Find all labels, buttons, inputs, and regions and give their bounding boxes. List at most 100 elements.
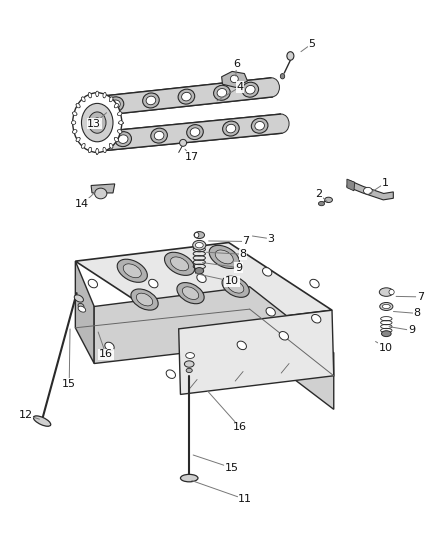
Text: 7: 7	[396, 292, 424, 302]
Ellipse shape	[194, 231, 205, 239]
Ellipse shape	[209, 245, 239, 269]
Ellipse shape	[151, 128, 167, 143]
Text: 12: 12	[18, 410, 39, 419]
Ellipse shape	[280, 74, 285, 79]
Polygon shape	[347, 179, 355, 191]
Ellipse shape	[364, 187, 372, 194]
Polygon shape	[222, 71, 247, 87]
Ellipse shape	[182, 287, 199, 300]
Ellipse shape	[242, 82, 258, 97]
Ellipse shape	[105, 342, 114, 351]
Text: 16: 16	[208, 391, 247, 432]
Ellipse shape	[380, 302, 393, 310]
Ellipse shape	[187, 125, 203, 140]
Ellipse shape	[114, 103, 118, 108]
Ellipse shape	[217, 88, 227, 97]
Ellipse shape	[287, 52, 294, 60]
Ellipse shape	[74, 295, 84, 302]
Ellipse shape	[193, 240, 206, 250]
Polygon shape	[75, 243, 332, 329]
Ellipse shape	[76, 138, 80, 142]
Ellipse shape	[184, 361, 194, 367]
Ellipse shape	[311, 314, 321, 323]
Ellipse shape	[215, 250, 233, 264]
Ellipse shape	[88, 93, 92, 98]
Ellipse shape	[382, 304, 390, 309]
Ellipse shape	[180, 140, 187, 147]
Ellipse shape	[103, 147, 106, 152]
Text: 10: 10	[375, 342, 392, 352]
Ellipse shape	[111, 100, 120, 109]
Text: 15: 15	[193, 455, 239, 473]
Ellipse shape	[136, 293, 153, 306]
Ellipse shape	[194, 232, 199, 238]
Ellipse shape	[71, 120, 76, 124]
Ellipse shape	[237, 341, 247, 350]
Ellipse shape	[114, 138, 118, 142]
Ellipse shape	[78, 306, 86, 312]
Text: 17: 17	[185, 149, 199, 161]
Text: 11: 11	[192, 481, 252, 504]
Ellipse shape	[148, 279, 158, 288]
Ellipse shape	[325, 197, 332, 203]
Ellipse shape	[251, 118, 268, 133]
Ellipse shape	[110, 143, 113, 148]
Polygon shape	[179, 310, 334, 394]
Ellipse shape	[93, 118, 101, 127]
Ellipse shape	[182, 92, 191, 101]
Polygon shape	[101, 114, 282, 151]
Ellipse shape	[143, 93, 159, 108]
Ellipse shape	[178, 89, 195, 104]
Ellipse shape	[73, 112, 77, 116]
Ellipse shape	[107, 97, 124, 112]
Ellipse shape	[186, 353, 194, 359]
Text: 14: 14	[75, 192, 95, 209]
Ellipse shape	[73, 130, 77, 133]
Ellipse shape	[255, 122, 265, 130]
Ellipse shape	[95, 188, 107, 199]
Ellipse shape	[146, 96, 156, 105]
Ellipse shape	[186, 368, 192, 373]
Ellipse shape	[94, 132, 110, 151]
Text: 5: 5	[301, 39, 315, 52]
Ellipse shape	[117, 259, 147, 282]
Ellipse shape	[119, 120, 123, 124]
Text: 6: 6	[233, 59, 240, 76]
Ellipse shape	[117, 112, 122, 116]
Polygon shape	[75, 261, 94, 364]
Text: 9: 9	[202, 263, 242, 272]
Ellipse shape	[123, 264, 141, 278]
Ellipse shape	[73, 93, 122, 152]
Ellipse shape	[195, 243, 203, 248]
Ellipse shape	[389, 289, 394, 295]
Text: 1: 1	[369, 178, 389, 193]
Polygon shape	[91, 184, 115, 193]
Text: 4: 4	[217, 82, 244, 101]
Ellipse shape	[195, 268, 204, 274]
Text: 8: 8	[206, 249, 247, 259]
Ellipse shape	[131, 289, 158, 310]
Ellipse shape	[227, 280, 244, 293]
Ellipse shape	[117, 130, 122, 133]
Polygon shape	[347, 180, 393, 200]
Ellipse shape	[170, 257, 189, 271]
Ellipse shape	[88, 112, 106, 133]
Ellipse shape	[88, 147, 92, 152]
Ellipse shape	[154, 131, 164, 140]
Ellipse shape	[33, 416, 51, 426]
Polygon shape	[93, 78, 272, 116]
Polygon shape	[94, 287, 334, 409]
Ellipse shape	[180, 474, 198, 482]
Ellipse shape	[226, 124, 236, 133]
Ellipse shape	[81, 97, 85, 102]
Ellipse shape	[266, 308, 276, 316]
Ellipse shape	[262, 268, 272, 276]
Ellipse shape	[279, 332, 289, 340]
Ellipse shape	[379, 288, 393, 296]
Ellipse shape	[222, 276, 249, 297]
Ellipse shape	[166, 370, 176, 378]
Text: 9: 9	[389, 326, 415, 335]
Ellipse shape	[230, 75, 238, 83]
Ellipse shape	[264, 78, 279, 97]
Text: 10: 10	[195, 273, 239, 286]
